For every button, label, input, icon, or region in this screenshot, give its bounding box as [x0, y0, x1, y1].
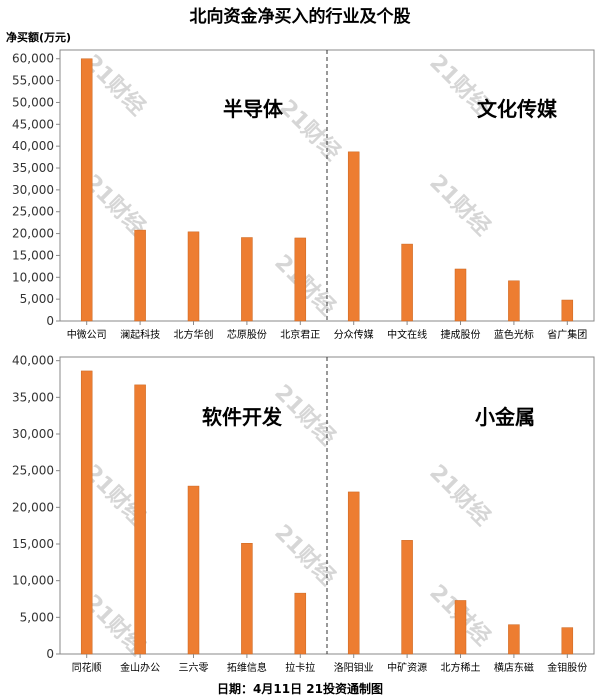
y-tick-label: 10,000	[12, 270, 54, 284]
bar	[294, 592, 307, 655]
x-category-label: 分众传媒	[334, 329, 374, 341]
watermark-text: 21财经	[424, 459, 495, 530]
bar	[134, 384, 146, 655]
bar	[187, 485, 200, 655]
bar	[347, 151, 360, 322]
y-tick-label: 5,000	[20, 610, 54, 624]
x-category-label: 三六零	[179, 662, 209, 674]
y-tick-label: 0	[46, 314, 54, 328]
y-tick-label: 60,000	[12, 52, 54, 66]
bar	[80, 58, 93, 322]
y-tick-label: 40,000	[12, 354, 54, 368]
sector-label: 半导体	[223, 97, 284, 121]
x-category-label: 中矿资源	[387, 661, 427, 674]
bar	[508, 624, 520, 655]
x-category-label: 金钼股份	[547, 661, 587, 674]
y-tick-label: 35,000	[12, 161, 54, 175]
bar	[454, 600, 467, 655]
bar	[294, 237, 307, 322]
bar	[401, 540, 413, 655]
x-category-label: 洛阳钼业	[334, 661, 374, 674]
x-category-label: 澜起科技	[120, 328, 160, 341]
y-tick-label: 25,000	[12, 464, 54, 478]
x-category-label: 金山办公	[120, 661, 160, 674]
y-tick-label: 55,000	[12, 74, 54, 88]
y-tick-label: 20,000	[12, 500, 54, 514]
x-category-label: 蓝色光标	[494, 328, 534, 341]
bar	[561, 299, 574, 322]
bar	[134, 229, 146, 322]
watermark-text: 21财经	[269, 519, 340, 590]
chart-title: 北向资金净买入的行业及个股	[189, 7, 411, 27]
x-category-label: 省广集团	[547, 328, 587, 341]
x-category-label: 北方华创	[174, 328, 214, 341]
y-tick-label: 50,000	[12, 95, 54, 109]
bar	[347, 491, 360, 655]
bar	[187, 231, 200, 322]
bar	[241, 237, 253, 322]
x-category-label: 北京君正	[280, 328, 320, 341]
bar	[241, 543, 253, 655]
x-category-label: 拓维信息	[227, 661, 267, 674]
bar	[561, 627, 574, 655]
footer-caption: 日期：4月11日 21投资通制图	[217, 682, 383, 696]
y-tick-label: 15,000	[12, 248, 54, 262]
watermark-text: 21财经	[424, 169, 495, 240]
x-category-label: 中微公司	[67, 328, 107, 341]
y-tick-label: 30,000	[12, 427, 54, 441]
sector-label: 文化传媒	[477, 97, 558, 121]
y-tick-label: 5,000	[20, 292, 54, 306]
sector-label: 小金属	[475, 405, 535, 429]
y-tick-label: 25,000	[12, 205, 54, 219]
y-tick-label: 45,000	[12, 117, 54, 131]
x-category-label: 捷成股份	[441, 328, 481, 341]
x-category-label: 中文在线	[387, 328, 427, 341]
x-category-label: 同花顺	[72, 661, 102, 674]
y-tick-label: 40,000	[12, 139, 54, 153]
bar	[454, 268, 467, 322]
y-tick-label: 30,000	[12, 183, 54, 197]
x-category-label: 芯原股份	[227, 328, 267, 341]
y-tick-label: 20,000	[12, 227, 54, 241]
x-category-label: 北方稀土	[441, 661, 481, 674]
y-tick-label: 10,000	[12, 574, 54, 588]
watermark-text: 21财经	[274, 94, 345, 165]
bar	[508, 280, 520, 322]
sector-label: 软件开发	[202, 405, 283, 429]
bar	[80, 370, 93, 655]
bar	[401, 243, 413, 322]
y-tick-label: 0	[46, 647, 54, 661]
y-tick-label: 15,000	[12, 537, 54, 551]
x-category-label: 横店东磁	[494, 661, 534, 674]
x-category-label: 拉卡拉	[285, 661, 315, 674]
y-tick-label: 35,000	[12, 390, 54, 404]
y-axis-unit-label: 净买额(万元)	[6, 31, 72, 44]
